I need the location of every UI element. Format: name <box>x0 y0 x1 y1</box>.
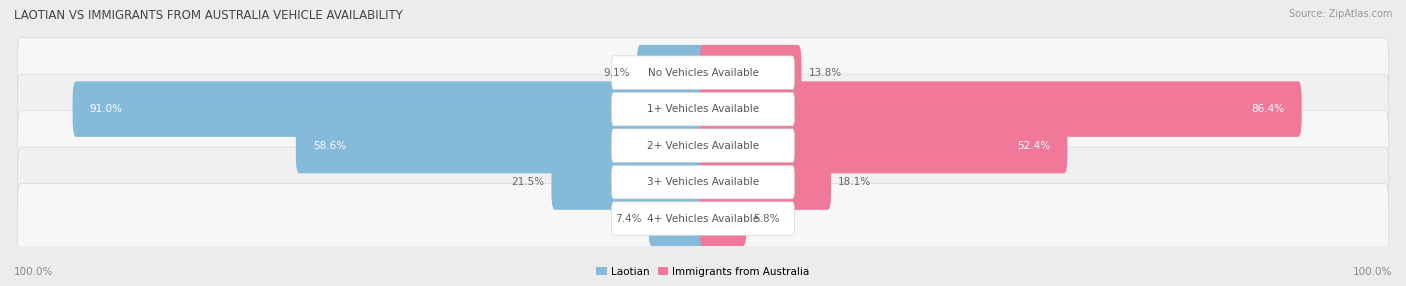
Text: 100.0%: 100.0% <box>14 267 53 277</box>
Text: No Vehicles Available: No Vehicles Available <box>648 67 758 78</box>
FancyBboxPatch shape <box>637 45 706 100</box>
FancyBboxPatch shape <box>295 118 706 173</box>
FancyBboxPatch shape <box>17 37 1389 108</box>
FancyBboxPatch shape <box>551 154 706 210</box>
Text: 21.5%: 21.5% <box>512 177 544 187</box>
Text: 91.0%: 91.0% <box>90 104 122 114</box>
Text: 58.6%: 58.6% <box>314 141 346 151</box>
FancyBboxPatch shape <box>17 147 1389 217</box>
FancyBboxPatch shape <box>73 82 706 137</box>
Text: 13.8%: 13.8% <box>808 67 842 78</box>
Text: LAOTIAN VS IMMIGRANTS FROM AUSTRALIA VEHICLE AVAILABILITY: LAOTIAN VS IMMIGRANTS FROM AUSTRALIA VEH… <box>14 9 404 21</box>
Text: Source: ZipAtlas.com: Source: ZipAtlas.com <box>1288 9 1392 19</box>
Text: 3+ Vehicles Available: 3+ Vehicles Available <box>647 177 759 187</box>
FancyBboxPatch shape <box>700 45 801 100</box>
Text: 100.0%: 100.0% <box>1353 267 1392 277</box>
Text: 86.4%: 86.4% <box>1251 104 1285 114</box>
Legend: Laotian, Immigrants from Australia: Laotian, Immigrants from Australia <box>592 263 814 281</box>
FancyBboxPatch shape <box>612 56 794 90</box>
FancyBboxPatch shape <box>17 111 1389 181</box>
Text: 9.1%: 9.1% <box>603 67 630 78</box>
Text: 18.1%: 18.1% <box>838 177 872 187</box>
Text: 7.4%: 7.4% <box>616 214 641 224</box>
FancyBboxPatch shape <box>648 191 706 246</box>
FancyBboxPatch shape <box>612 165 794 199</box>
Text: 2+ Vehicles Available: 2+ Vehicles Available <box>647 141 759 151</box>
FancyBboxPatch shape <box>612 92 794 126</box>
FancyBboxPatch shape <box>700 154 831 210</box>
FancyBboxPatch shape <box>612 202 794 235</box>
FancyBboxPatch shape <box>700 118 1067 173</box>
FancyBboxPatch shape <box>700 82 1302 137</box>
Text: 5.8%: 5.8% <box>754 214 780 224</box>
FancyBboxPatch shape <box>700 191 747 246</box>
Text: 4+ Vehicles Available: 4+ Vehicles Available <box>647 214 759 224</box>
Text: 52.4%: 52.4% <box>1017 141 1050 151</box>
FancyBboxPatch shape <box>17 74 1389 144</box>
Text: 1+ Vehicles Available: 1+ Vehicles Available <box>647 104 759 114</box>
FancyBboxPatch shape <box>17 184 1389 254</box>
FancyBboxPatch shape <box>612 129 794 162</box>
